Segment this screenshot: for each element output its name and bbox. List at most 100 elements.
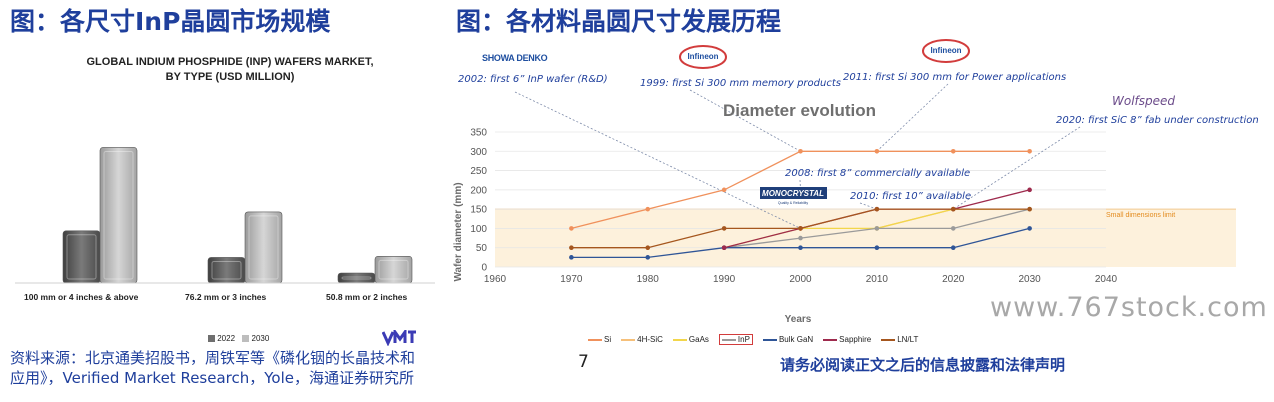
x-tick-1960: 1960 [484, 274, 507, 285]
y-tick-150: 150 [470, 205, 487, 216]
legend-item-Sapphire: Sapphire [823, 335, 871, 344]
watermark: www.767stock.com [990, 292, 1268, 323]
point-Si-2 [721, 187, 727, 193]
point-LN/LT-6 [1027, 206, 1032, 212]
x-tick-2020: 2020 [942, 274, 965, 285]
left-legend: 2022 2030 [208, 334, 269, 343]
infineon-logo-1-text: Infineon [687, 52, 718, 61]
source-line-1: 资料来源：北京通美招股书，周铁军等《磷化铟的长晶技术和 [10, 349, 416, 367]
showa-denko-logo-text: SHOWA DENKO [482, 53, 548, 63]
x-tick-2000: 2000 [789, 274, 812, 285]
monocrystal-logo-subtext: Quality & Reliability [778, 201, 808, 205]
y-tick-300: 300 [470, 147, 487, 158]
left-cat-label-1: 76.2 mm or 3 inches [185, 292, 267, 302]
legend-label-LN/LT: LN/LT [897, 335, 919, 344]
bar-2030-1 [244, 211, 283, 284]
bar-2022-0 [62, 230, 101, 284]
legend-swatch-LN/LT [881, 338, 896, 341]
y-tick-350: 350 [470, 128, 487, 139]
point-LN/LT-1 [645, 245, 651, 251]
infineon-logo-1: Infineon [679, 45, 727, 69]
x-tick-2010: 2010 [866, 274, 889, 285]
point-LN/LT-2 [721, 226, 727, 231]
left-cat-label-2: 50.8 mm or 2 inches [326, 292, 408, 302]
legend-swatch-2022 [208, 335, 215, 343]
x-tick-2030: 2030 [1019, 274, 1042, 285]
annotation-inp-6inch: 2002: first 6” InP wafer (R&D) [458, 74, 608, 85]
annotation-10inch: 2010: first 10” available [850, 191, 971, 202]
callout-line-0 [514, 91, 801, 229]
annotation-8inch-commercial: 2008: first 8” commercially available [785, 168, 970, 179]
point-Bulk GaN-3 [798, 245, 803, 251]
annotation-si-300-memory: 1999: first Si 300 mm memory products [640, 78, 841, 89]
point-LN/LT-4 [874, 206, 880, 212]
bar-bevel-2030-2 [378, 259, 409, 280]
legend-item-Si: Si [588, 335, 611, 344]
legend-item-InP: InP [718, 334, 753, 345]
x-tick-1990: 1990 [713, 274, 736, 285]
y-tick-250: 250 [470, 166, 487, 177]
legend-label-2030: 2030 [251, 334, 270, 343]
point-Bulk GaN-4 [874, 245, 880, 251]
disclaimer: 请务必阅读正文之后的信息披露和法律声明 [780, 356, 1066, 374]
legend-label-2022: 2022 [217, 334, 236, 343]
legend-item-Bulk GaN: Bulk GaN [762, 335, 813, 344]
point-Sapphire-4 [1027, 187, 1032, 193]
bar-bevel-2030-0 [103, 150, 134, 280]
source-line-2: 应用》，Verified Market Research，Yole，海通证券研究… [10, 369, 415, 387]
x-tick-2040: 2040 [1095, 274, 1118, 285]
legend-item-4H-SiC: 4H-SiC [621, 335, 663, 344]
legend-swatch-Bulk GaN [762, 338, 777, 341]
legend-label-4H-SiC: 4H-SiC [637, 335, 663, 344]
y-tick-0: 0 [481, 263, 487, 274]
right-heading: 图：各材料晶圆尺寸发展历程 [456, 7, 782, 36]
legend-label-Sapphire: Sapphire [839, 335, 872, 344]
point-Bulk GaN-6 [1027, 226, 1032, 231]
callout-line-1 [689, 89, 801, 152]
y-tick-50: 50 [476, 243, 488, 254]
point-Bulk GaN-1 [645, 255, 651, 260]
bar-bevel-2022-0 [66, 234, 97, 280]
left-bar-chart [15, 147, 435, 284]
left-heading: 图：各尺寸InP晶圆市场规模 [10, 7, 331, 36]
source-note: 资料来源：北京通美招股书，周铁军等《磷化铟的长晶技术和 应用》，Verified… [10, 348, 415, 388]
legend-label-InP: InP [737, 335, 750, 344]
point-LN/LT-3 [798, 226, 803, 231]
point-InP-1 [798, 235, 803, 241]
point-LN/LT-5 [950, 206, 956, 212]
x-tick-1980: 1980 [637, 274, 660, 285]
legend-swatch-2030 [242, 335, 250, 343]
right-line-chart: 0 50 100 150 200 250 300 350 1960 1970 1980 1990 20… [453, 39, 1259, 325]
point-Si-1 [645, 206, 651, 212]
point-Bulk GaN-5 [950, 245, 956, 251]
bar-2022-2 [337, 272, 376, 284]
point-Si-5 [950, 148, 956, 154]
y-tick-100: 100 [470, 224, 487, 235]
x-axis-title: Years [785, 314, 812, 325]
point-LN/LT-0 [569, 245, 574, 251]
right-legend: Si 4H-SiC GaAs InP Bulk GaN Sapphire LN/LT [588, 334, 1008, 345]
infineon-logo-2-text: Infineon [930, 46, 961, 55]
point-InP-2 [874, 226, 880, 231]
wolfspeed-logo: Wolfspeed [1112, 94, 1175, 108]
vmr-logo-icon [381, 327, 416, 347]
legend-swatch-GaAs [672, 338, 687, 341]
bar-bevel-2022-2 [341, 276, 372, 280]
legend-swatch-Si [588, 338, 602, 341]
showa-denko-logo: SHOWA DENKO [482, 53, 548, 63]
callout-line-3 [953, 126, 1081, 210]
y-tick-200: 200 [470, 185, 487, 196]
monocrystal-logo-text: MONOCRYSTAL [762, 189, 824, 198]
legend-swatch-Sapphire [823, 338, 838, 341]
left-chart-title-line1: GLOBAL INDIUM PHOSPHIDE (INP) WAFERS MAR… [86, 56, 374, 68]
point-InP-3 [950, 226, 956, 231]
point-Bulk GaN-0 [569, 255, 574, 260]
legend-swatch-4H-SiC [621, 338, 636, 341]
left-chart-title-line2: BY TYPE (USD MILLION) [165, 71, 295, 83]
left-chart-title: GLOBAL INDIUM PHOSPHIDE (INP) WAFERS MAR… [20, 55, 440, 85]
annotation-sic-8inch: 2020: first SiC 8” fab under constructio… [1056, 115, 1259, 126]
bar-bevel-2022-1 [211, 260, 242, 280]
point-Si-6 [1027, 148, 1032, 154]
legend-label-Si: Si [604, 335, 612, 344]
point-Si-4 [874, 148, 880, 154]
